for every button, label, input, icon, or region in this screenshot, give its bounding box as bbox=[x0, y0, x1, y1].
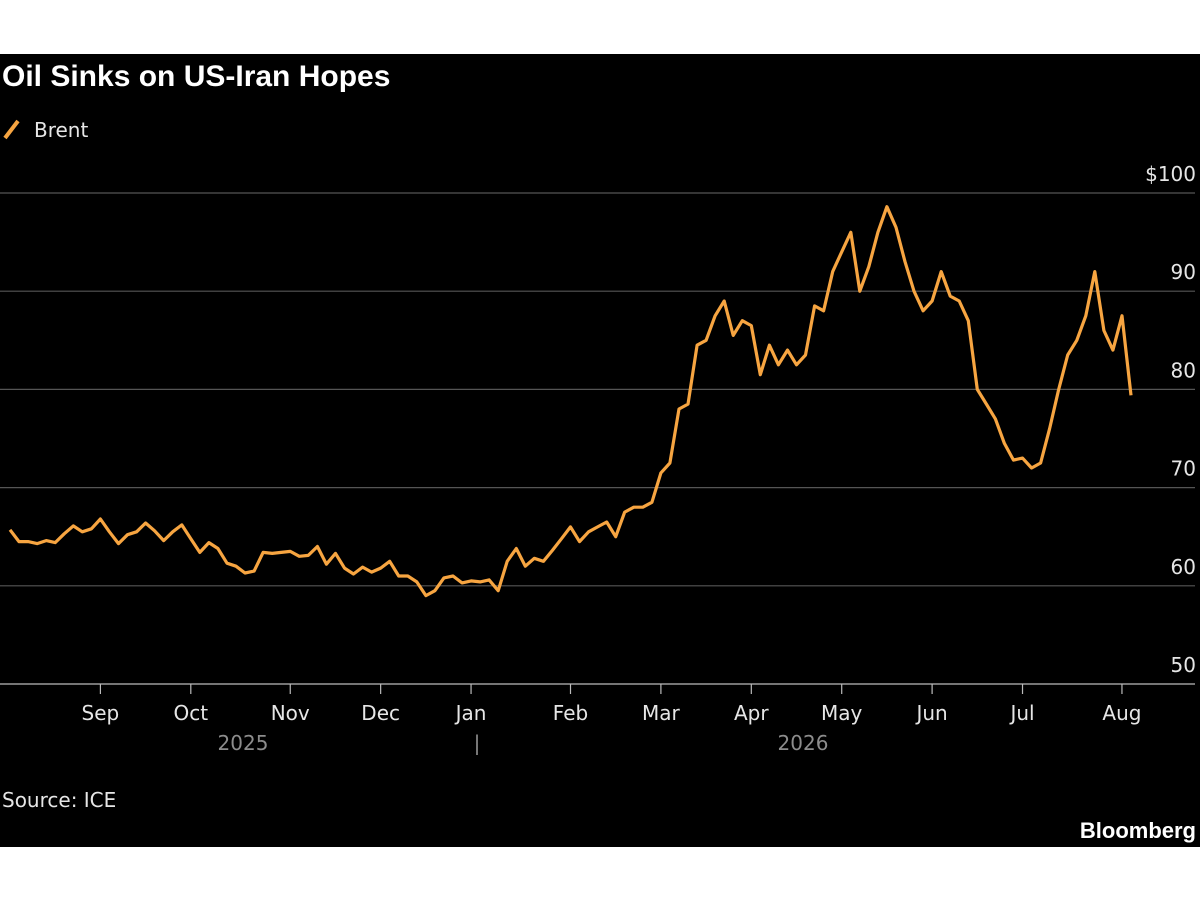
y-tick-label: $100 bbox=[1145, 162, 1196, 186]
brand: Bloomberg bbox=[1080, 818, 1196, 843]
x-tick-label: Jul bbox=[1008, 701, 1034, 725]
x-tick-label: Sep bbox=[82, 701, 120, 725]
year-label: 2026 bbox=[778, 731, 829, 755]
y-tick-label: 60 bbox=[1171, 555, 1196, 579]
x-tick-label: May bbox=[821, 701, 863, 725]
year-separator: | bbox=[474, 731, 481, 755]
year-label: 2025 bbox=[218, 731, 269, 755]
y-tick-label: 80 bbox=[1171, 358, 1196, 382]
y-tick-label: 50 bbox=[1171, 653, 1196, 677]
source: Source: ICE bbox=[2, 788, 116, 812]
x-tick-label: Dec bbox=[361, 701, 400, 725]
y-tick-label: 90 bbox=[1171, 260, 1196, 284]
x-tick-label: Nov bbox=[271, 701, 310, 725]
line bbox=[8, 205, 1133, 598]
y-tick-label: 70 bbox=[1171, 457, 1196, 481]
legend-swatch bbox=[3, 119, 20, 140]
x-tick-label: Aug bbox=[1102, 701, 1141, 725]
x-tick-label: Jan bbox=[454, 701, 487, 725]
chart-title: Oil Sinks on US-Iran Hopes bbox=[2, 60, 390, 93]
x-tick-label: Oct bbox=[174, 701, 209, 725]
x-tick-label: Feb bbox=[553, 701, 588, 725]
background bbox=[0, 54, 1200, 847]
legend-label: Brent bbox=[34, 118, 88, 142]
x-tick-label: Mar bbox=[642, 701, 681, 725]
x-tick-label: Jun bbox=[914, 701, 947, 725]
x-tick-label: Apr bbox=[734, 701, 769, 725]
